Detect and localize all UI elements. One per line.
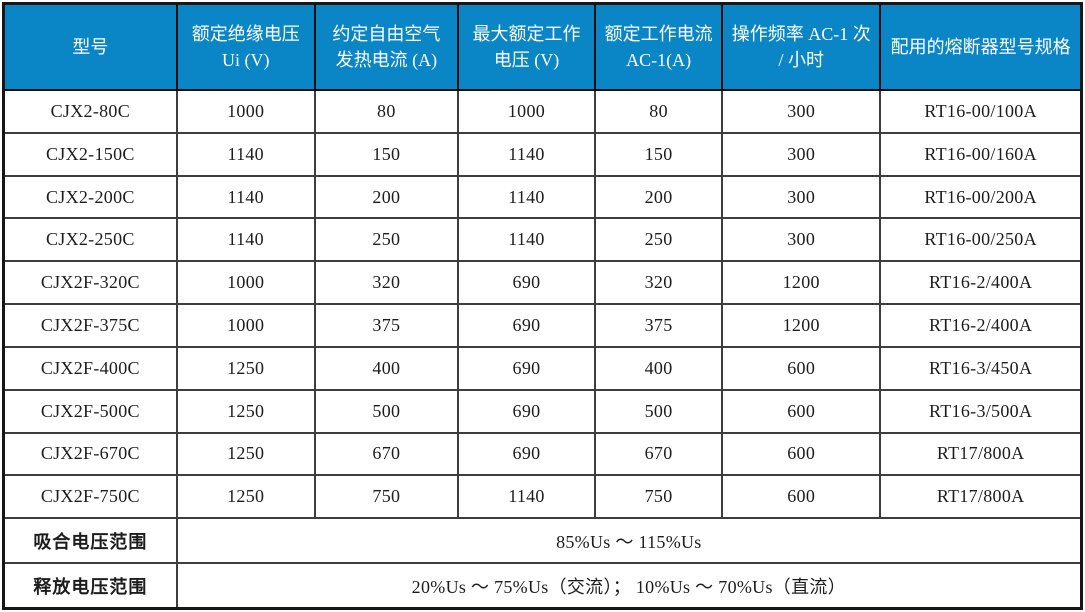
value-cell: 80 xyxy=(594,89,724,134)
value-cell: 750 xyxy=(594,474,724,520)
table-row: CJX2F-750C 1250 750 1140 750 600 RT17/800A xyxy=(2,474,1083,520)
value-cell: 1140 xyxy=(456,217,597,263)
value-cell: 1200 xyxy=(721,260,882,306)
footer-label-cell: 吸合电压范围 xyxy=(2,517,178,565)
value-cell: 690 xyxy=(456,303,597,348)
model-cell: CJX2-250C xyxy=(2,217,178,263)
value-cell: RT17/800A xyxy=(879,474,1083,520)
header-cell-col0: 型号 xyxy=(2,2,178,91)
value-cell: 750 xyxy=(313,474,459,520)
value-cell: 320 xyxy=(313,260,459,306)
table-row: CJX2-250C 1140 250 1140 250 300 RT16-00/250A xyxy=(2,217,1083,263)
value-cell: 1140 xyxy=(456,131,597,177)
value-cell: 400 xyxy=(313,345,459,391)
header-cell-col2: 约定自由空气发热电流 (A) xyxy=(313,2,459,91)
model-cell: CJX2-80C xyxy=(2,89,178,134)
value-cell: 150 xyxy=(594,131,724,177)
header-cell-col6: 配用的熔断器型号规格 xyxy=(879,2,1083,91)
value-cell: 690 xyxy=(456,345,597,391)
model-cell: CJX2F-400C xyxy=(2,345,178,391)
table-body: CJX2-80C 1000 80 1000 80 300 RT16-00/100A CJX2-… xyxy=(2,89,1083,520)
value-cell: 670 xyxy=(594,431,724,477)
value-cell: 1140 xyxy=(175,131,316,177)
value-cell: 200 xyxy=(594,174,724,220)
footer-value-cell: 20%Us ～ 75%Us（交流）； 10%Us ～ 70%Us（直流） xyxy=(175,562,1083,610)
value-cell: 300 xyxy=(721,217,882,263)
table-footer: 吸合电压范围 85%Us ～ 115%Us 释放电压范围 20%Us ～ 75%Us（… xyxy=(2,517,1083,610)
model-cell: CJX2-200C xyxy=(2,174,178,220)
model-cell: CJX2F-670C xyxy=(2,431,178,477)
table-header: 型号 额定绝缘电压 Ui (V) 约定自由空气发热电流 (A) 最大额定工作电压 (V… xyxy=(2,2,1083,91)
value-cell: 1250 xyxy=(175,388,316,434)
value-cell: 690 xyxy=(456,431,597,477)
table-row: CJX2F-320C 1000 320 690 320 1200 RT16-2/400A xyxy=(2,260,1083,306)
value-cell: RT16-00/200A xyxy=(879,174,1083,220)
value-cell: 80 xyxy=(313,89,459,134)
value-cell: RT16-00/160A xyxy=(879,131,1083,177)
value-cell: 600 xyxy=(721,345,882,391)
value-cell: 1140 xyxy=(175,217,316,263)
value-cell: RT16-00/100A xyxy=(879,89,1083,134)
value-cell: RT16-2/400A xyxy=(879,303,1083,348)
value-cell: 1140 xyxy=(456,174,597,220)
value-cell: 1200 xyxy=(721,303,882,348)
value-cell: 600 xyxy=(721,474,882,520)
header-cell-col3: 最大额定工作电压 (V) xyxy=(456,2,597,91)
value-cell: 500 xyxy=(313,388,459,434)
table-row: CJX2F-400C 1250 400 690 400 600 RT16-3/450A xyxy=(2,345,1083,391)
header-cell-col5: 操作频率 AC-1 次 / 小时 xyxy=(721,2,882,91)
model-cell: CJX2F-750C xyxy=(2,474,178,520)
footer-value-cell: 85%Us ～ 115%Us xyxy=(175,517,1083,565)
value-cell: 1140 xyxy=(175,174,316,220)
value-cell: 400 xyxy=(594,345,724,391)
value-cell: 300 xyxy=(721,89,882,134)
header-row: 型号 额定绝缘电压 Ui (V) 约定自由空气发热电流 (A) 最大额定工作电压 (V… xyxy=(2,2,1083,91)
value-cell: 300 xyxy=(721,174,882,220)
value-cell: 200 xyxy=(313,174,459,220)
value-cell: 1000 xyxy=(456,89,597,134)
footer-row: 释放电压范围 20%Us ～ 75%Us（交流）； 10%Us ～ 70%Us（直… xyxy=(2,562,1083,610)
footer-label-cell: 释放电压范围 xyxy=(2,562,178,610)
value-cell: 375 xyxy=(313,303,459,348)
value-cell: 375 xyxy=(594,303,724,348)
value-cell: 1000 xyxy=(175,89,316,134)
value-cell: RT17/800A xyxy=(879,431,1083,477)
value-cell: 670 xyxy=(313,431,459,477)
table-row: CJX2-150C 1140 150 1140 150 300 RT16-00/160A xyxy=(2,131,1083,177)
header-cell-col4: 额定工作电流 AC-1(A) xyxy=(594,2,724,91)
footer-row: 吸合电压范围 85%Us ～ 115%Us xyxy=(2,517,1083,565)
model-cell: CJX2F-320C xyxy=(2,260,178,306)
value-cell: RT16-2/400A xyxy=(879,260,1083,306)
model-cell: CJX2-150C xyxy=(2,131,178,177)
model-cell: CJX2F-500C xyxy=(2,388,178,434)
value-cell: 690 xyxy=(456,260,597,306)
value-cell: 500 xyxy=(594,388,724,434)
table-row: CJX2F-500C 1250 500 690 500 600 RT16-3/500A xyxy=(2,388,1083,434)
table-row: CJX2F-670C 1250 670 690 670 600 RT17/800A xyxy=(2,431,1083,477)
model-cell: CJX2F-375C xyxy=(2,303,178,348)
table-row: CJX2-80C 1000 80 1000 80 300 RT16-00/100A xyxy=(2,89,1083,134)
value-cell: 300 xyxy=(721,131,882,177)
value-cell: 1000 xyxy=(175,260,316,306)
value-cell: 600 xyxy=(721,388,882,434)
value-cell: 1250 xyxy=(175,345,316,391)
value-cell: RT16-3/450A xyxy=(879,345,1083,391)
value-cell: 320 xyxy=(594,260,724,306)
value-cell: 1140 xyxy=(456,474,597,520)
value-cell: 250 xyxy=(313,217,459,263)
value-cell: 250 xyxy=(594,217,724,263)
value-cell: 600 xyxy=(721,431,882,477)
value-cell: 1000 xyxy=(175,303,316,348)
value-cell: 1250 xyxy=(175,474,316,520)
value-cell: RT16-00/250A xyxy=(879,217,1083,263)
value-cell: RT16-3/500A xyxy=(879,388,1083,434)
table-row: CJX2F-375C 1000 375 690 375 1200 RT16-2/400A xyxy=(2,303,1083,348)
value-cell: 1250 xyxy=(175,431,316,477)
header-cell-col1: 额定绝缘电压 Ui (V) xyxy=(175,2,316,91)
table-row: CJX2-200C 1140 200 1140 200 300 RT16-00/200A xyxy=(2,174,1083,220)
value-cell: 150 xyxy=(313,131,459,177)
value-cell: 690 xyxy=(456,388,597,434)
